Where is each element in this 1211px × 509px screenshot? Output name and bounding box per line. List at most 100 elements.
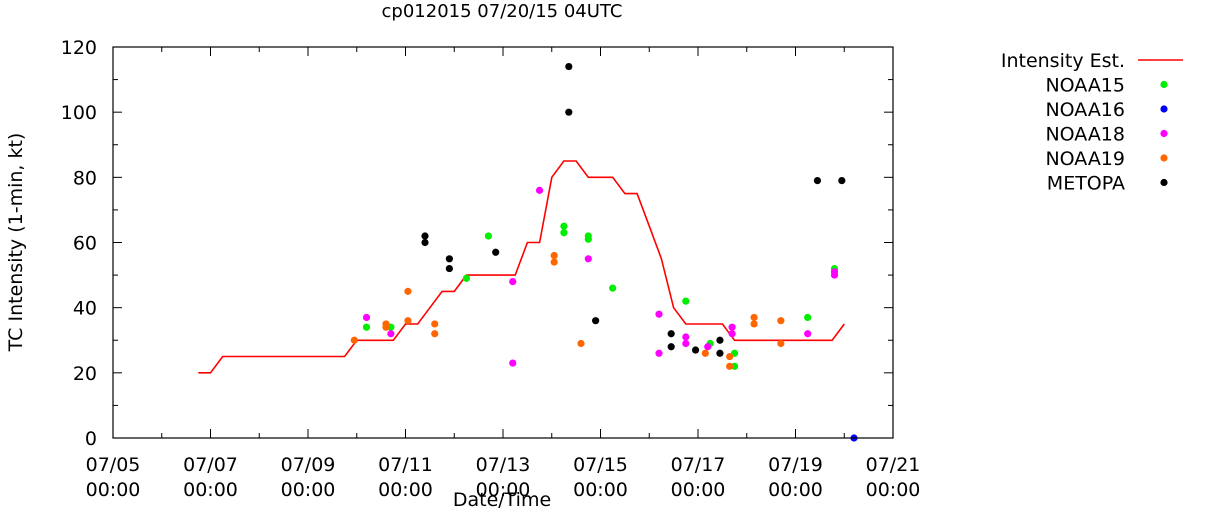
x-tick-label: 07/11 <box>378 454 433 476</box>
metopa-point <box>667 330 675 338</box>
y-tick-label: 0 <box>85 428 97 450</box>
noaa18-point <box>704 343 712 351</box>
x-tick-label: 07/19 <box>768 454 823 476</box>
noaa19-point <box>726 352 734 361</box>
x-tick-label-time: 00:00 <box>281 479 336 501</box>
metopa-point <box>838 176 846 185</box>
chart-title: cp012015 07/20/15 04UTC <box>382 1 623 22</box>
x-tick-labels: 07/05 00:00 07/07 00:00 07/09 00:00 07/11 00:00… <box>86 454 921 501</box>
noaa18-point <box>387 330 395 338</box>
axis-ticks <box>112 46 894 439</box>
noaa15-point <box>584 235 592 243</box>
x-tick-label-time: 00:00 <box>866 479 921 501</box>
x-tick-label: 07/09 <box>281 454 336 476</box>
intensity-line-layer <box>198 160 845 374</box>
legend-label-noaa15: NOAA15 <box>1045 75 1125 97</box>
y-tick-label: 120 <box>61 37 97 59</box>
noaa18-point <box>655 349 663 357</box>
legend-swatch-noaa15 <box>1160 80 1168 89</box>
noaa18-point <box>509 359 517 367</box>
plot-frame <box>112 46 894 439</box>
satellite-points-layer <box>350 62 858 442</box>
noaa19-point <box>550 258 558 266</box>
metopa-point <box>421 238 429 247</box>
metopa-point <box>445 264 453 273</box>
y-tick-labels: 0 20 40 60 80 100 120 <box>61 37 97 450</box>
noaa19-point <box>350 336 358 344</box>
noaa19-point <box>404 317 412 325</box>
y-tick-label: 40 <box>73 298 97 320</box>
noaa15-point <box>484 232 492 240</box>
metopa-point <box>592 317 600 325</box>
noaa15-point <box>682 297 690 305</box>
metopa-point <box>492 248 500 256</box>
legend-swatch-noaa16 <box>1160 105 1168 113</box>
x-tick-label: 07/17 <box>671 454 726 476</box>
noaa19-point <box>431 320 439 328</box>
x-tick-label-time: 00:00 <box>768 479 823 501</box>
x-tick-label-time: 00:00 <box>183 479 238 501</box>
legend-label-intensity-est: Intensity Est. <box>1001 50 1125 72</box>
x-tick-label-time: 00:00 <box>476 479 531 501</box>
noaa15-point <box>362 323 371 331</box>
noaa18-point <box>535 186 544 194</box>
noaa18-point <box>830 271 839 279</box>
y-axis-title: TC Intensity (1-min, kt) <box>5 133 27 353</box>
x-tick-label: 07/21 <box>866 454 921 476</box>
noaa15-point <box>462 274 471 282</box>
x-tick-label: 07/15 <box>573 454 628 476</box>
legend-swatch-metopa <box>1160 178 1168 187</box>
noaa19-point <box>382 323 390 331</box>
legend-label-noaa19: NOAA19 <box>1045 148 1125 170</box>
metopa-point <box>445 255 453 263</box>
noaa15-point <box>560 222 568 230</box>
x-axis-title: Date/Time <box>453 489 551 509</box>
metopa-point <box>421 232 429 240</box>
x-tick-label-time: 00:00 <box>378 479 433 501</box>
metopa-point <box>813 176 822 185</box>
legend-swatch-noaa19 <box>1160 154 1168 162</box>
noaa18-point <box>804 330 812 338</box>
noaa19-point <box>550 251 558 260</box>
noaa15-point <box>804 313 812 322</box>
noaa19-point <box>726 362 734 370</box>
legend-label-noaa16: NOAA16 <box>1045 99 1125 121</box>
metopa-point <box>716 349 724 357</box>
noaa15-point <box>560 229 568 237</box>
noaa19-point <box>777 339 785 348</box>
legend-swatch-noaa18 <box>1160 129 1168 138</box>
metopa-point <box>691 346 700 354</box>
noaa18-point <box>682 333 690 341</box>
noaa18-point <box>509 278 517 286</box>
x-tick-label: 07/05 <box>86 454 141 476</box>
noaa18-point <box>584 255 592 263</box>
x-tick-label-time: 00:00 <box>671 479 726 501</box>
noaa19-point <box>701 349 709 357</box>
noaa18-point <box>728 330 736 338</box>
legend-label-metopa: METOPA <box>1047 173 1125 195</box>
y-tick-label: 20 <box>73 363 97 385</box>
noaa19-point <box>577 339 585 348</box>
noaa19-point <box>404 287 412 295</box>
y-tick-label: 80 <box>73 167 97 189</box>
metopa-point <box>565 62 573 71</box>
x-tick-label: 07/13 <box>476 454 531 476</box>
noaa19-point <box>750 313 758 322</box>
y-tick-label: 100 <box>61 102 97 124</box>
x-tick-label-time: 00:00 <box>86 479 141 501</box>
metopa-point <box>667 343 675 351</box>
metopa-point <box>716 336 724 344</box>
noaa18-point <box>728 323 736 331</box>
intensity-est-line <box>198 160 845 374</box>
legend-label-noaa18: NOAA18 <box>1045 124 1125 146</box>
noaa18-point <box>362 313 371 322</box>
y-tick-label: 60 <box>73 233 97 255</box>
noaa18-point <box>655 310 663 318</box>
x-tick-label-time: 00:00 <box>573 479 628 501</box>
noaa19-point <box>750 320 758 328</box>
noaa19-point <box>431 330 439 338</box>
x-tick-label: 07/07 <box>183 454 238 476</box>
metopa-point <box>565 108 573 116</box>
